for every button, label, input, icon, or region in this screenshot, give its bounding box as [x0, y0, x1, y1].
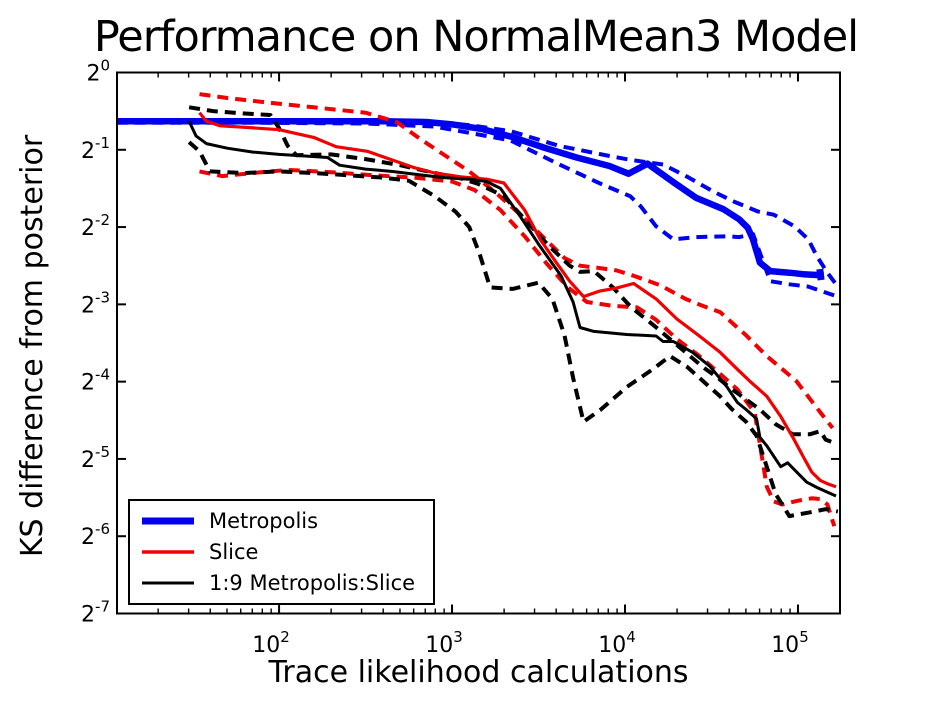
chart-title: Performance on NormalMean3 Model	[93, 12, 859, 62]
y-tick-label: 2-7	[81, 598, 110, 628]
legend-label: 1:9 Metropolis:Slice	[209, 571, 416, 596]
y-tick-label: 2-1	[81, 134, 110, 164]
x-tick-label: 105	[771, 628, 809, 658]
legend-item-metropolis: Metropolis	[130, 506, 433, 536]
y-axis-label: KS difference from posterior	[15, 134, 50, 558]
x-axis-label: Trace likelihood calculations	[268, 655, 689, 690]
x-tick-label: 103	[425, 628, 463, 658]
x-tick-label: 102	[252, 628, 290, 658]
axes-frame	[116, 71, 841, 615]
series-metropolis-end-cap	[816, 268, 825, 281]
series-metropolis	[117, 117, 825, 279]
series-slice	[198, 111, 837, 489]
series-metropolis-upper-bound	[117, 118, 840, 288]
series-metropolis-lower-bound	[117, 120, 839, 299]
legend-item-1-9-metropolis-slice: 1:9 Metropolis:Slice	[130, 568, 433, 598]
legend-line-sample	[142, 517, 194, 525]
y-tick-label: 2-6	[81, 520, 110, 550]
axis-tick-labels: 102 103 104 105 20 2-1 2-2 2-3 2-4 2-5 2-6 2-7	[81, 57, 809, 659]
legend-line-sample	[142, 550, 194, 554]
y-tick-label: 2-5	[81, 443, 110, 473]
series-slice-lower-bound	[199, 167, 837, 527]
legend-label: Slice	[209, 539, 259, 564]
series-1-9-metropolis-slice-lower-bound	[187, 140, 839, 519]
legend-item-slice: Slice	[130, 537, 433, 567]
y-tick-label: 2-3	[81, 288, 110, 318]
series-1-9-metropolis-slice-upper-bound	[188, 105, 837, 446]
plot-series	[117, 92, 840, 527]
x-tick-label: 104	[598, 628, 636, 658]
plot-frame	[116, 71, 841, 615]
legend-line-sample	[142, 581, 194, 585]
y-tick-label: 20	[86, 57, 110, 87]
axis-ticks	[117, 71, 840, 615]
legend: Metropolis Slice 1:9 Metropolis:Slice	[128, 499, 435, 605]
series-1-9-metropolis-slice	[187, 120, 837, 498]
y-tick-label: 2-4	[81, 366, 110, 396]
y-tick-label: 2-2	[81, 211, 110, 241]
series-slice-upper-bound	[199, 92, 835, 430]
legend-label: Metropolis	[209, 508, 319, 533]
